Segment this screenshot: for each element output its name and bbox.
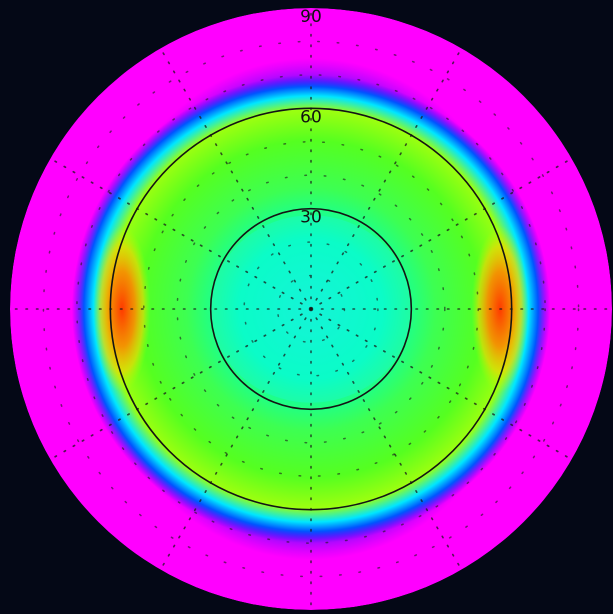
dotted-ring-80 (42, 40, 580, 578)
dotted-ring-40 (176, 174, 446, 444)
dotted-ring-20 (243, 241, 379, 377)
polar-grid (9, 7, 613, 611)
tick-label-60: 60 (300, 107, 322, 127)
tick-labels: 30 60 90 (300, 7, 322, 228)
tick-label-90: 90 (300, 7, 322, 27)
dotted-ring-70 (76, 74, 546, 544)
tick-label-30: 30 (300, 208, 322, 228)
ring-60 (109, 107, 513, 511)
ring-30 (209, 207, 413, 411)
dotted-ring-50 (143, 141, 479, 477)
dotted-ring-10 (276, 274, 346, 344)
